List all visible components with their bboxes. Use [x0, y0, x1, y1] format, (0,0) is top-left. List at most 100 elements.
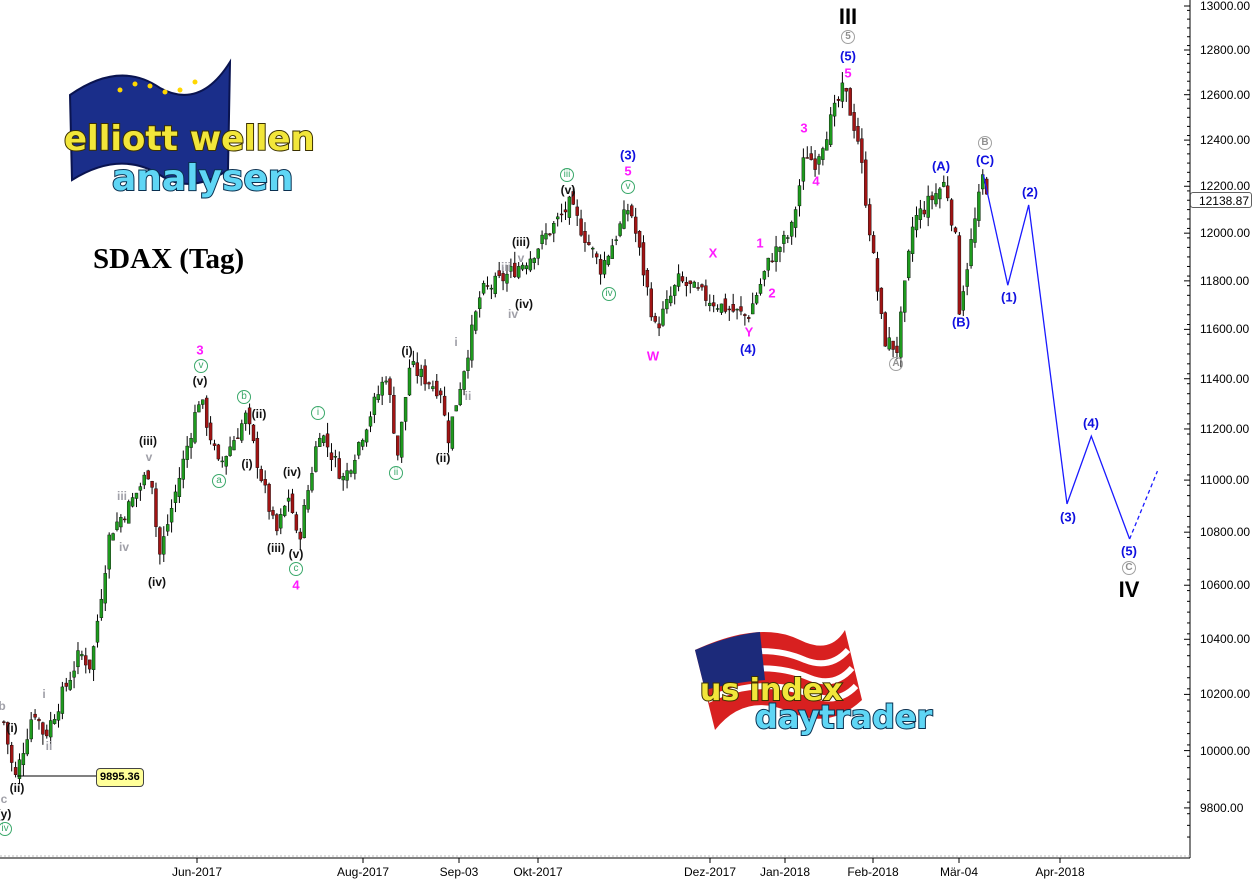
candle — [821, 146, 825, 166]
candle — [290, 488, 295, 514]
candle — [875, 251, 880, 301]
candle — [649, 282, 653, 321]
candle — [661, 301, 665, 327]
y-tick-label: 11200.00 — [1200, 421, 1250, 436]
candle — [481, 280, 486, 296]
wave-label: (4) — [1083, 415, 1099, 431]
candle — [204, 395, 209, 436]
candle — [99, 589, 104, 621]
candle — [45, 724, 49, 739]
wave-label: c — [0, 792, 8, 806]
candle — [165, 514, 170, 536]
wave-label: ii — [389, 466, 403, 480]
candle — [91, 645, 96, 682]
wave-label: (5) — [840, 48, 856, 64]
wave-label: (ii) — [9, 781, 25, 795]
candle — [688, 280, 692, 294]
wave-label: iii — [116, 489, 128, 503]
candle — [899, 306, 903, 368]
candle — [723, 293, 728, 314]
candle — [150, 480, 154, 495]
wave-label: 1 — [756, 235, 764, 251]
wave-label: III — [838, 4, 858, 29]
wave-label: a — [212, 474, 226, 488]
candle — [602, 251, 607, 279]
candle — [567, 195, 572, 225]
candle — [138, 482, 143, 501]
candle — [462, 370, 466, 396]
candle — [423, 359, 427, 391]
candle — [173, 484, 178, 513]
candle — [306, 484, 310, 513]
chart-title: SDAX (Tag) — [93, 243, 245, 275]
candle — [411, 350, 416, 368]
wave-label: Y — [744, 324, 754, 340]
wave-label: 4 — [292, 577, 300, 593]
x-tick-label: Mär-04 — [939, 865, 979, 879]
wave-label: ii — [45, 739, 53, 753]
wave-label: (C) — [975, 152, 995, 168]
candle — [977, 184, 981, 227]
candle — [84, 647, 88, 674]
candle — [126, 499, 131, 524]
candles — [2, 72, 989, 785]
candle — [477, 291, 482, 318]
candle — [813, 150, 817, 177]
y-tick-label: 10600.00 — [1200, 578, 1251, 593]
wave-label: 3 — [196, 342, 204, 358]
candle — [981, 169, 985, 195]
candle — [665, 290, 669, 314]
y-tick-label: 12400.00 — [1200, 133, 1251, 148]
wave-label: i — [454, 335, 458, 349]
wave-label: iv — [602, 287, 616, 301]
candle — [696, 282, 700, 291]
candle — [669, 286, 673, 307]
candle — [891, 340, 895, 358]
candle — [208, 416, 213, 445]
projection-dashed-line — [1128, 470, 1159, 540]
candle — [719, 303, 724, 315]
candle — [33, 709, 37, 720]
candle — [895, 336, 899, 360]
candle — [329, 443, 334, 472]
candle — [119, 514, 123, 533]
candle — [513, 251, 517, 279]
candle — [536, 248, 540, 266]
candle — [454, 405, 458, 412]
wave-label: i — [311, 406, 325, 420]
wave-label: (v) — [192, 374, 208, 388]
candle — [832, 94, 837, 127]
candle — [630, 203, 634, 219]
candle — [548, 232, 552, 237]
wave-label: 4 — [812, 173, 820, 189]
wave-label: (y) — [0, 807, 12, 821]
wave-label: 2 — [768, 285, 776, 301]
candle — [431, 380, 435, 392]
candle — [903, 280, 907, 323]
wave-label: (3) — [620, 147, 636, 163]
candle — [384, 376, 388, 385]
candle — [614, 235, 618, 246]
candle — [657, 316, 661, 337]
candle — [887, 327, 891, 351]
candle — [255, 431, 260, 479]
candle — [949, 198, 954, 232]
candle — [25, 728, 29, 757]
candle — [622, 200, 626, 230]
wave-label: (iii) — [267, 541, 285, 555]
candle — [692, 280, 696, 288]
candle — [107, 532, 111, 579]
wave-label: b — [0, 699, 6, 713]
x-tick-label: Okt-2017 — [513, 865, 563, 879]
wave-label: (2) — [1022, 184, 1038, 200]
candle — [626, 203, 630, 222]
wave-label: (v) — [288, 547, 304, 561]
candle — [571, 188, 575, 206]
candle — [321, 434, 326, 447]
candle — [146, 469, 150, 480]
wave-label: (iv) — [515, 297, 533, 311]
candle — [489, 284, 494, 300]
candle — [563, 201, 568, 221]
candle — [778, 246, 782, 263]
candle — [376, 385, 380, 403]
